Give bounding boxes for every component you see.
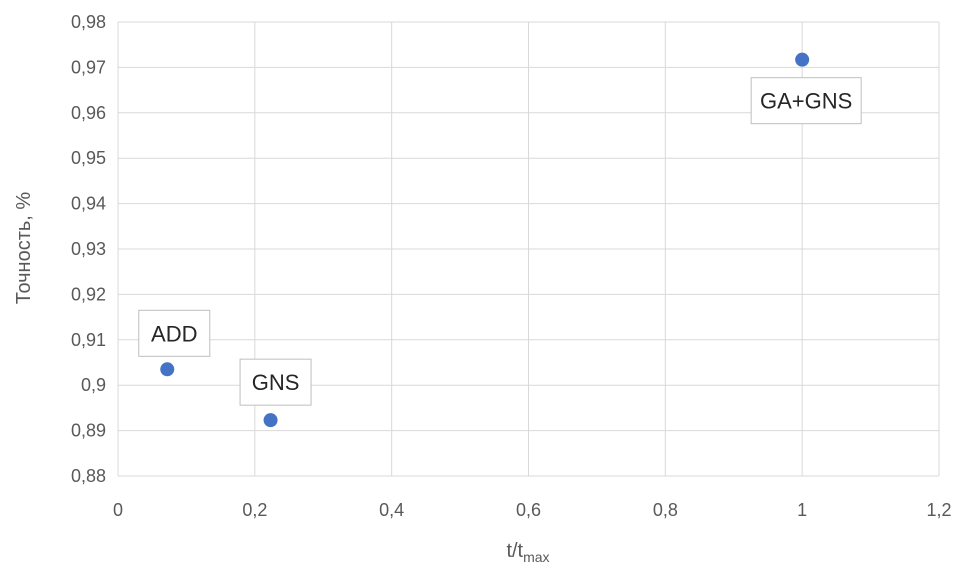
y-tick-label: 0,98	[71, 12, 106, 32]
x-tick-label: 0,4	[379, 500, 404, 520]
y-tick-label: 0,96	[71, 103, 106, 123]
x-axis-title: t/tmax	[506, 540, 549, 565]
y-tick-label: 0,97	[71, 57, 106, 77]
y-tick-label: 0,92	[71, 284, 106, 304]
y-tick-label: 0,9	[81, 375, 106, 395]
point-label-box	[750, 77, 862, 125]
point-label: GA+GNS	[760, 89, 852, 114]
y-tick-label: 0,94	[71, 194, 106, 214]
x-tick-label: 1,2	[926, 500, 951, 520]
x-tick-label: 0,8	[653, 500, 678, 520]
point-label: ADD	[151, 321, 197, 346]
y-tick-label: 0,91	[71, 330, 106, 350]
point-label-box	[138, 309, 211, 357]
y-tick-label: 0,89	[71, 421, 106, 441]
data-point	[160, 362, 175, 377]
point-label: GNS	[252, 370, 300, 395]
point-labels: ADD GNS GA+GNS	[138, 77, 862, 406]
y-axis-title: Точность, %	[13, 192, 35, 305]
point-label-box	[239, 358, 312, 406]
data-point	[263, 413, 278, 428]
gridlines	[117, 21, 940, 477]
x-tick-label: 0	[113, 500, 123, 520]
y-tick-label: 0,95	[71, 148, 106, 168]
x-axis-ticks: 0 0,2 0,4 0,6 0,8 1 1,2	[113, 500, 952, 520]
x-tick-label: 0,2	[242, 500, 267, 520]
x-axis-title-subscript: max	[523, 549, 549, 565]
x-axis-title-main: t/t	[506, 540, 523, 562]
data-points	[160, 52, 810, 428]
y-axis-ticks: 0,88 0,89 0,9 0,91 0,92 0,93 0,94 0,95 0,96 0,97 0…	[71, 12, 106, 486]
y-tick-label: 0,88	[71, 466, 106, 486]
data-point	[795, 52, 810, 67]
x-tick-label: 0,6	[516, 500, 541, 520]
y-tick-label: 0,93	[71, 239, 106, 259]
x-tick-label: 1	[797, 500, 807, 520]
